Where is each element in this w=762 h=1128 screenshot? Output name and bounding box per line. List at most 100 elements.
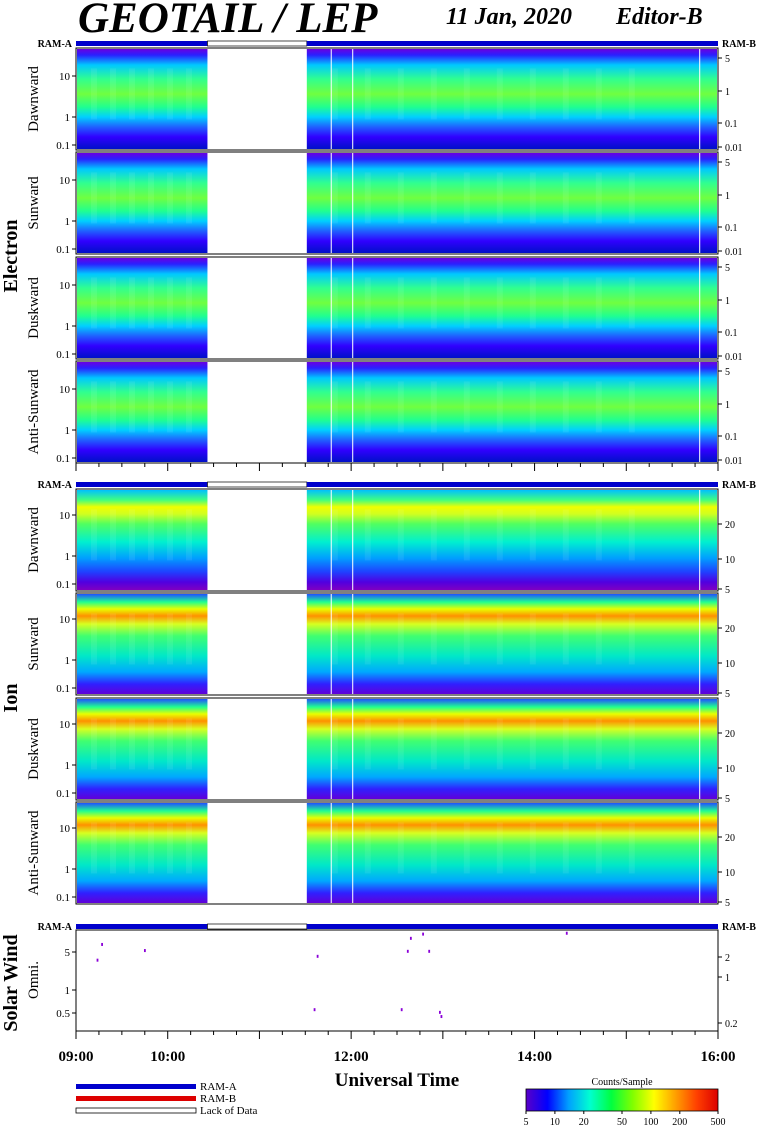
- x-tick-label: 09:00: [59, 1049, 94, 1065]
- y2-tick-label: 20: [725, 520, 735, 531]
- texture-streak: [529, 68, 536, 120]
- panel-label: Duskward: [26, 277, 42, 339]
- panel-1-3: 10 1 0.1 20 10 5 Anti-Sunward: [26, 801, 735, 909]
- colorbar-tick-label: 20: [579, 1117, 589, 1128]
- texture-streak: [562, 277, 569, 329]
- y-tick-label: 1: [65, 985, 71, 997]
- texture-streak: [364, 381, 371, 433]
- y2-tick-label: 20: [725, 833, 735, 844]
- y2-tick-label: 0.1: [725, 432, 738, 443]
- texture-streak: [628, 68, 635, 120]
- y2-tick-label: 5: [725, 263, 730, 274]
- panel-label: Sunward: [26, 617, 42, 671]
- colorbar-tick-label: 10: [550, 1117, 560, 1128]
- texture-streak: [496, 277, 503, 329]
- group-label-electron: Electron: [0, 220, 22, 293]
- y2-tick-label: 1: [725, 400, 730, 411]
- legend-ram-a-swatch: [76, 1084, 196, 1089]
- texture-streak: [628, 822, 635, 874]
- texture-streak: [110, 822, 116, 874]
- texture-streak: [529, 277, 536, 329]
- y2-tick-label: 1: [725, 296, 730, 307]
- texture-streak: [167, 613, 173, 665]
- texture-streak: [463, 277, 470, 329]
- texture-streak: [397, 381, 404, 433]
- group-label-ion: Ion: [0, 684, 22, 713]
- y-tick-label: 5: [65, 947, 71, 959]
- texture-streak: [167, 822, 173, 874]
- texture-streak: [595, 509, 602, 561]
- texture-streak: [129, 277, 135, 329]
- y-tick-label: 1: [65, 321, 71, 333]
- texture-streak: [129, 381, 135, 433]
- y-tick-label: 10: [59, 614, 71, 626]
- ram-b-label: RAM-B: [722, 480, 756, 491]
- texture-streak: [529, 381, 536, 433]
- texture-streak: [595, 172, 602, 224]
- texture-streak: [110, 277, 116, 329]
- panel-0-1: 10 1 0.1 5 1 0.1 0.01 Sunward: [26, 151, 743, 258]
- y-tick-label: 10: [59, 719, 71, 731]
- texture-streak: [496, 172, 503, 224]
- lack-of-data-segment: [207, 923, 308, 930]
- y2-tick-label: 1: [725, 87, 730, 98]
- panel-label: Omni.: [26, 961, 42, 999]
- panel-label: Anti-Sunward: [26, 810, 42, 895]
- spectrogram-segment-before-gap: [77, 258, 208, 358]
- solar-wind-point: [409, 936, 412, 940]
- colorbar-title: Counts/Sample: [591, 1077, 653, 1088]
- ram-a-segment: [306, 41, 718, 46]
- texture-streak: [364, 509, 371, 561]
- texture-streak: [430, 613, 437, 665]
- texture-streak: [186, 509, 192, 561]
- texture-streak: [628, 613, 635, 665]
- solar-wind-point: [428, 949, 431, 953]
- texture-streak: [628, 381, 635, 433]
- y-tick-label: 0.5: [56, 1008, 70, 1020]
- solar-wind-point: [101, 942, 103, 946]
- texture-streak: [628, 277, 635, 329]
- texture-streak: [148, 68, 154, 120]
- panel-frame: [75, 592, 719, 696]
- ram-a-segment: [76, 41, 208, 46]
- texture-streak: [148, 277, 154, 329]
- spectrogram-segment-before-gap: [77, 362, 208, 462]
- texture-streak: [110, 613, 116, 665]
- texture-streak: [148, 172, 154, 224]
- y2-tick-label: 20: [725, 729, 735, 740]
- lack-of-data-segment: [207, 481, 308, 488]
- solar-wind-point: [143, 949, 146, 953]
- texture-streak: [430, 509, 437, 561]
- texture-streak: [430, 277, 437, 329]
- ram-a-label: RAM-A: [38, 922, 73, 933]
- ram-a-label: RAM-A: [38, 39, 73, 50]
- texture-streak: [148, 822, 154, 874]
- texture-streak: [463, 822, 470, 874]
- texture-streak: [129, 509, 135, 561]
- colorbar-tick-label: 50: [617, 1117, 627, 1128]
- y-tick-label: 1: [65, 551, 71, 563]
- ram-a-segment: [306, 482, 718, 487]
- y-tick-label: 0.1: [56, 579, 70, 591]
- texture-streak: [186, 822, 192, 874]
- editor-label: Editor-B: [616, 4, 703, 30]
- texture-streak: [186, 172, 192, 224]
- texture-streak: [364, 172, 371, 224]
- texture-streak: [595, 277, 602, 329]
- y-tick-label: 0.1: [56, 892, 70, 904]
- texture-streak: [364, 68, 371, 120]
- y2-tick-label: 0.01: [725, 352, 743, 363]
- texture-streak: [91, 277, 97, 329]
- texture-streak: [91, 718, 97, 770]
- texture-streak: [148, 381, 154, 433]
- texture-streak: [129, 68, 135, 120]
- texture-streak: [430, 718, 437, 770]
- solar-wind-point: [439, 1010, 441, 1014]
- texture-streak: [496, 509, 503, 561]
- x-tick-label: 14:00: [517, 1049, 552, 1065]
- texture-streak: [91, 822, 97, 874]
- y2-tick-label: 0.01: [725, 456, 743, 467]
- texture-streak: [331, 718, 338, 770]
- texture-streak: [595, 613, 602, 665]
